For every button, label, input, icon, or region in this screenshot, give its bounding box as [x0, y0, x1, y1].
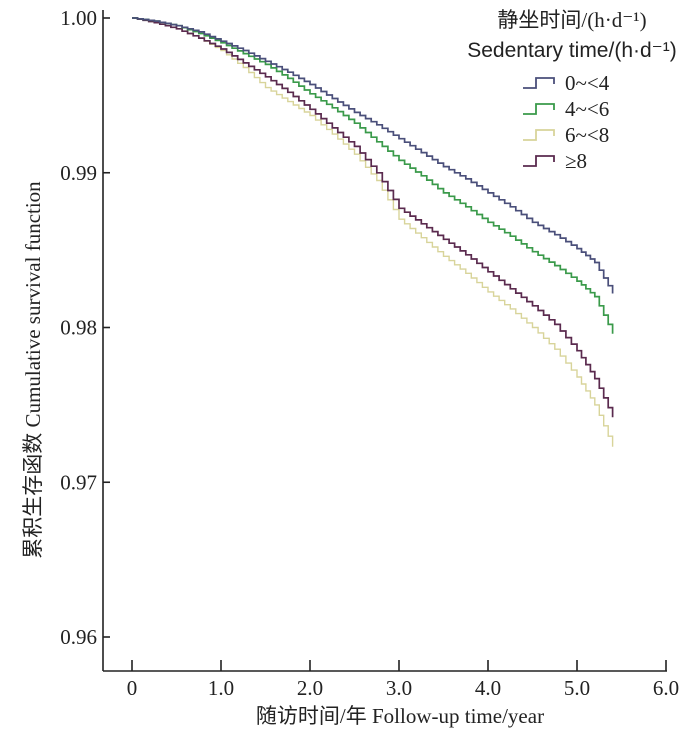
- x-tick-label: 3.0: [386, 676, 412, 700]
- legend-items: 0~<44~<66~<8≥8: [523, 71, 610, 173]
- y-tick-label: 0.99: [60, 161, 97, 185]
- x-tick-label: 5.0: [564, 676, 590, 700]
- x-tick-label: 2.0: [297, 676, 323, 700]
- y-tick-label: 1.00: [60, 6, 97, 30]
- x-tick-label: 0: [127, 676, 138, 700]
- legend-title-cn: 静坐时间/(h·d⁻¹): [497, 8, 646, 32]
- series-line-4: [132, 17, 614, 418]
- axes: 0.96 0.97 0.98 0.99 1.00 0 1.0 2.0 3.0 4.0 5.0 6.0: [60, 6, 679, 700]
- y-tick-label: 0.97: [60, 470, 97, 494]
- legend-swatch: [523, 77, 555, 89]
- series-line-2: [132, 17, 614, 334]
- legend-item: ≥8: [523, 149, 587, 173]
- legend-label: 6~<8: [565, 123, 609, 147]
- y-axis-title: 累积生存函数 Cumulative survival function: [21, 181, 45, 559]
- x-tick-label: 4.0: [475, 676, 501, 700]
- y-tick-label: 0.98: [60, 316, 97, 340]
- legend-label: 4~<6: [565, 97, 609, 121]
- legend-swatch: [523, 155, 555, 167]
- series-line-3: [132, 17, 614, 447]
- x-tick-label: 6.0: [653, 676, 679, 700]
- legend-label: ≥8: [565, 149, 587, 173]
- legend-item: 0~<4: [523, 71, 610, 95]
- x-tick-label: 1.0: [208, 676, 234, 700]
- series-line-1: [132, 17, 614, 294]
- legend-item: 6~<8: [523, 123, 609, 147]
- legend-swatch: [523, 103, 555, 115]
- legend-swatch: [523, 129, 555, 141]
- series-layer: [132, 17, 614, 447]
- x-axis-title: 随访时间/年 Follow-up time/year: [256, 704, 544, 728]
- legend-title-en: Sedentary time/(h·d⁻¹): [467, 39, 677, 62]
- legend: 静坐时间/(h·d⁻¹) Sedentary time/(h·d⁻¹) 0~<4…: [467, 8, 677, 173]
- legend-item: 4~<6: [523, 97, 609, 121]
- y-tick-label: 0.96: [60, 625, 97, 649]
- legend-label: 0~<4: [565, 71, 610, 95]
